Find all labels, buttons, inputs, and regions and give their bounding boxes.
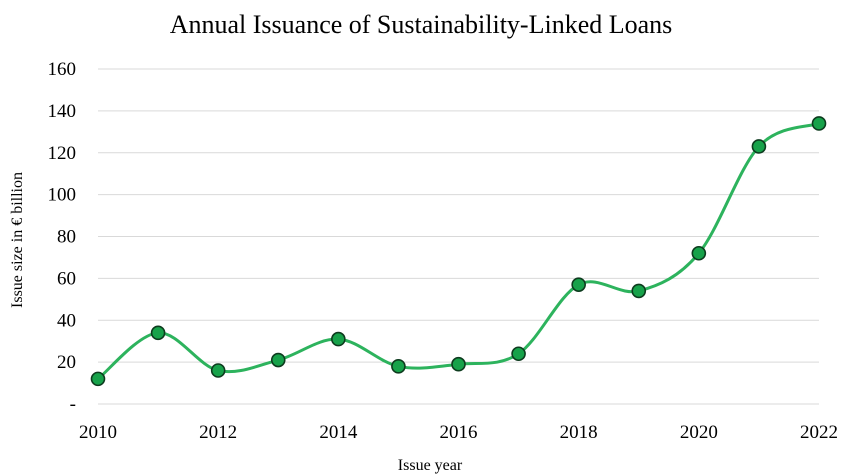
data-point (210, 363, 226, 378)
y-axis-ticks: - 20 40 60 80 100 120 140 160 (48, 59, 77, 415)
gridlines (98, 68, 819, 405)
data-point (691, 245, 707, 261)
data-point (270, 352, 286, 368)
y-tick-label: 160 (48, 59, 77, 80)
x-tick-label: 2018 (560, 422, 598, 443)
y-tick-label: 40 (57, 310, 76, 331)
data-point (571, 277, 586, 292)
x-tick-label: 2020 (680, 422, 718, 443)
x-axis-ticks: 2010 2012 2014 2016 2018 2020 2022 (79, 422, 838, 443)
series-line (96, 121, 821, 381)
data-point (331, 331, 346, 347)
data-point (451, 356, 466, 372)
y-tick-label: 120 (48, 143, 77, 164)
x-axis-label: Issue year (398, 457, 463, 474)
data-point (150, 325, 166, 341)
data-point (511, 346, 526, 362)
x-tick-label: 2012 (199, 422, 237, 443)
y-tick-label: 100 (48, 185, 77, 206)
y-tick-label: 20 (57, 352, 76, 373)
data-point (391, 359, 406, 374)
y-tick-label: 60 (57, 268, 76, 289)
y-tick-label: - (70, 394, 76, 415)
x-tick-label: 2022 (800, 422, 838, 443)
x-tick-label: 2016 (440, 422, 478, 443)
data-point (631, 283, 647, 299)
x-tick-label: 2010 (79, 422, 117, 443)
x-tick-label: 2014 (319, 422, 358, 443)
y-tick-label: 80 (57, 227, 76, 248)
data-point (811, 116, 827, 131)
data-point (751, 139, 767, 154)
data-markers (90, 116, 827, 387)
chart-title: Annual Issuance of Sustainability-Linked… (170, 10, 673, 39)
y-tick-label: 140 (48, 101, 77, 122)
y-axis-label: Issue size in € billion (9, 172, 26, 308)
data-point (90, 371, 106, 387)
